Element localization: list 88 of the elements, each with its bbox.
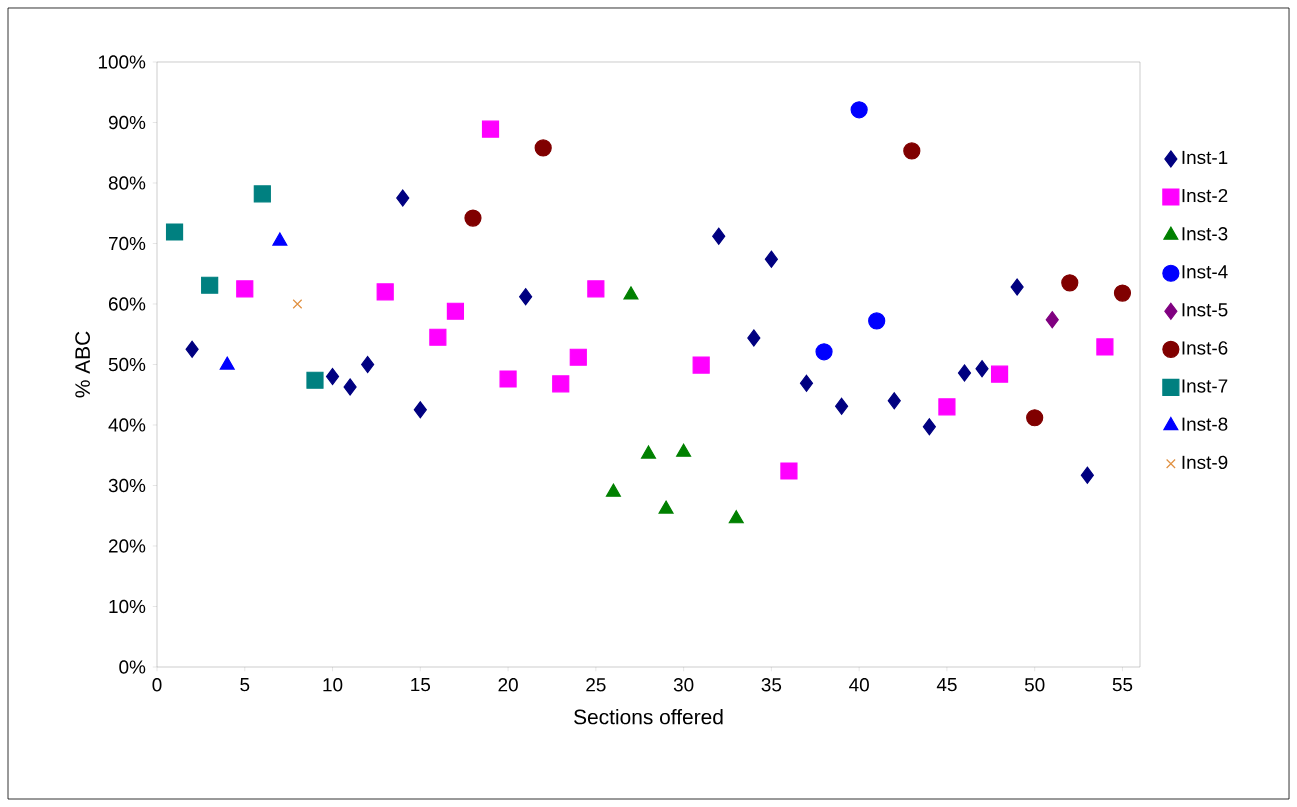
point bbox=[990, 365, 1009, 383]
y-tick-label: 100% bbox=[98, 55, 146, 69]
legend-label: Inst-7 bbox=[1182, 379, 1228, 393]
point bbox=[799, 374, 814, 392]
point bbox=[658, 500, 674, 514]
y-tick-label: 50% bbox=[108, 357, 146, 372]
y-tick-label: 60% bbox=[108, 297, 146, 311]
point bbox=[868, 312, 886, 330]
y-tick-label: 90% bbox=[108, 115, 146, 130]
point bbox=[815, 343, 833, 361]
point bbox=[292, 299, 303, 309]
legend-label: Inst-2 bbox=[1182, 188, 1228, 203]
point bbox=[1096, 338, 1114, 356]
point bbox=[780, 462, 798, 480]
point bbox=[1010, 278, 1024, 296]
x-tick-label: 10 bbox=[323, 678, 343, 692]
point bbox=[1113, 284, 1132, 302]
y-tick-label: 20% bbox=[108, 539, 146, 553]
point bbox=[1026, 409, 1044, 427]
y-tick-label: 80% bbox=[108, 176, 146, 190]
point bbox=[219, 356, 235, 370]
y-tick-label: 10% bbox=[109, 599, 146, 614]
y-tick-label: 0% bbox=[119, 660, 146, 674]
point bbox=[1061, 274, 1079, 292]
point bbox=[376, 283, 394, 301]
point bbox=[938, 398, 956, 416]
point bbox=[975, 360, 989, 378]
x-tick-label: 25 bbox=[586, 678, 606, 692]
point bbox=[499, 370, 517, 388]
legend-label: Inst-1 bbox=[1182, 150, 1228, 165]
x-tick-label: 5 bbox=[240, 678, 250, 692]
point bbox=[587, 280, 605, 298]
point bbox=[165, 223, 184, 241]
x-tick-label: 15 bbox=[411, 678, 431, 692]
point bbox=[534, 139, 552, 157]
point bbox=[747, 329, 761, 347]
point bbox=[676, 443, 692, 457]
point bbox=[850, 101, 868, 119]
point bbox=[728, 510, 744, 524]
legend-label: Inst-6 bbox=[1182, 341, 1228, 355]
point bbox=[569, 348, 587, 366]
x-tick-label: 45 bbox=[936, 678, 957, 692]
x-tick-label: 40 bbox=[849, 678, 869, 692]
point bbox=[446, 302, 465, 320]
y-axis-title: % ABC bbox=[75, 331, 91, 398]
legend-label: Inst-8 bbox=[1182, 417, 1228, 431]
point bbox=[464, 209, 482, 227]
point bbox=[519, 288, 533, 306]
x-tick-label: 30 bbox=[673, 678, 694, 692]
point bbox=[413, 401, 427, 419]
point bbox=[361, 355, 375, 374]
x-tick-label: 0 bbox=[152, 678, 162, 692]
y-tick-label: 30% bbox=[108, 478, 146, 493]
point bbox=[343, 378, 357, 396]
legend-label: Inst-5 bbox=[1182, 303, 1228, 317]
point bbox=[325, 367, 340, 386]
point bbox=[640, 445, 657, 459]
x-tick-label: 20 bbox=[498, 678, 518, 692]
point bbox=[957, 364, 972, 382]
point bbox=[396, 189, 410, 207]
x-tick-label: 50 bbox=[1024, 678, 1045, 692]
x-tick-label: 55 bbox=[1112, 678, 1133, 692]
point bbox=[605, 483, 621, 497]
point bbox=[903, 142, 921, 160]
y-tick-label: 40% bbox=[108, 418, 146, 432]
point bbox=[236, 280, 254, 298]
point bbox=[623, 286, 639, 300]
point bbox=[1045, 311, 1059, 329]
point bbox=[201, 276, 219, 294]
legend-label: Inst-9 bbox=[1182, 455, 1228, 470]
point bbox=[835, 397, 849, 415]
point bbox=[1080, 466, 1094, 484]
point bbox=[306, 371, 324, 389]
y-tick-label: 70% bbox=[108, 236, 146, 251]
point bbox=[692, 356, 710, 374]
point bbox=[429, 328, 447, 346]
point bbox=[922, 418, 936, 436]
legend-label: Inst-4 bbox=[1182, 265, 1228, 279]
x-tick-label: 35 bbox=[761, 678, 782, 692]
point bbox=[764, 250, 778, 268]
point bbox=[185, 340, 199, 358]
point bbox=[253, 185, 271, 203]
point bbox=[887, 392, 901, 410]
point bbox=[552, 375, 570, 393]
x-axis-title: Sections offered bbox=[574, 708, 723, 725]
point bbox=[481, 120, 500, 138]
legend-label: Inst-3 bbox=[1182, 227, 1228, 241]
point bbox=[712, 227, 726, 245]
